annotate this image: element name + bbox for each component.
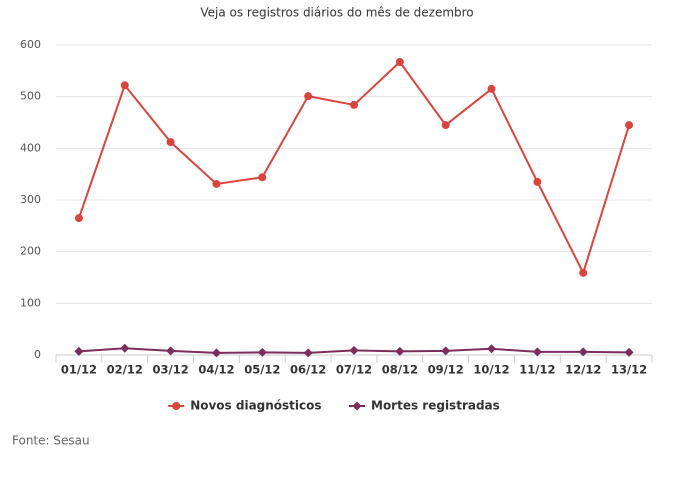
data-point xyxy=(578,347,588,357)
data-point xyxy=(211,348,221,358)
data-point xyxy=(303,348,313,358)
y-tick-label: 300 xyxy=(20,193,41,206)
data-point xyxy=(395,58,404,67)
x-tick-label: 13/12 xyxy=(611,363,647,377)
x-tick-label: 02/12 xyxy=(107,363,143,377)
data-point xyxy=(349,345,359,355)
y-tick-label: 500 xyxy=(20,90,41,103)
source-note: Fonte: Sesau xyxy=(12,434,90,448)
data-point xyxy=(166,138,175,147)
data-point xyxy=(395,346,405,356)
data-point xyxy=(350,100,358,109)
legend-label: Novos diagnósticos xyxy=(190,399,321,413)
data-point xyxy=(304,92,313,101)
data-point xyxy=(441,346,451,356)
data-point xyxy=(532,347,542,357)
data-point xyxy=(120,343,130,353)
x-tick-label: 12/12 xyxy=(565,363,601,377)
y-tick-label: 200 xyxy=(20,245,41,258)
y-tick-label: 600 xyxy=(20,38,41,51)
data-point xyxy=(258,173,267,182)
legend-label: Mortes registradas xyxy=(371,399,500,413)
x-tick-label: 01/12 xyxy=(61,363,97,377)
legend-marker xyxy=(352,401,362,411)
x-tick-label: 08/12 xyxy=(382,363,418,377)
data-point xyxy=(441,121,450,130)
data-point xyxy=(166,346,176,356)
x-tick-label: 03/12 xyxy=(153,363,189,377)
x-tick-label: 07/12 xyxy=(336,363,372,377)
x-tick-label: 05/12 xyxy=(244,363,280,377)
data-point xyxy=(257,347,267,357)
x-tick-label: 09/12 xyxy=(428,363,464,377)
x-tick-label: 11/12 xyxy=(519,363,555,377)
data-point xyxy=(74,346,84,356)
data-point xyxy=(120,81,129,90)
data-point xyxy=(624,347,634,357)
data-point xyxy=(625,121,634,130)
data-point xyxy=(533,177,542,186)
chart-title: Veja os registros diários do mês de deze… xyxy=(200,6,473,20)
x-tick-label: 04/12 xyxy=(198,363,234,377)
data-point xyxy=(74,214,83,223)
data-point xyxy=(579,268,588,277)
series-line xyxy=(77,60,631,276)
data-point xyxy=(212,179,221,188)
y-tick-label: 0 xyxy=(34,348,41,361)
data-point xyxy=(487,84,496,93)
legend-marker xyxy=(172,402,181,410)
x-tick-label: 06/12 xyxy=(290,363,326,377)
x-tick-label: 10/12 xyxy=(473,363,509,377)
y-tick-label: 400 xyxy=(20,141,41,154)
data-point xyxy=(487,344,497,354)
y-tick-label: 100 xyxy=(20,296,41,309)
